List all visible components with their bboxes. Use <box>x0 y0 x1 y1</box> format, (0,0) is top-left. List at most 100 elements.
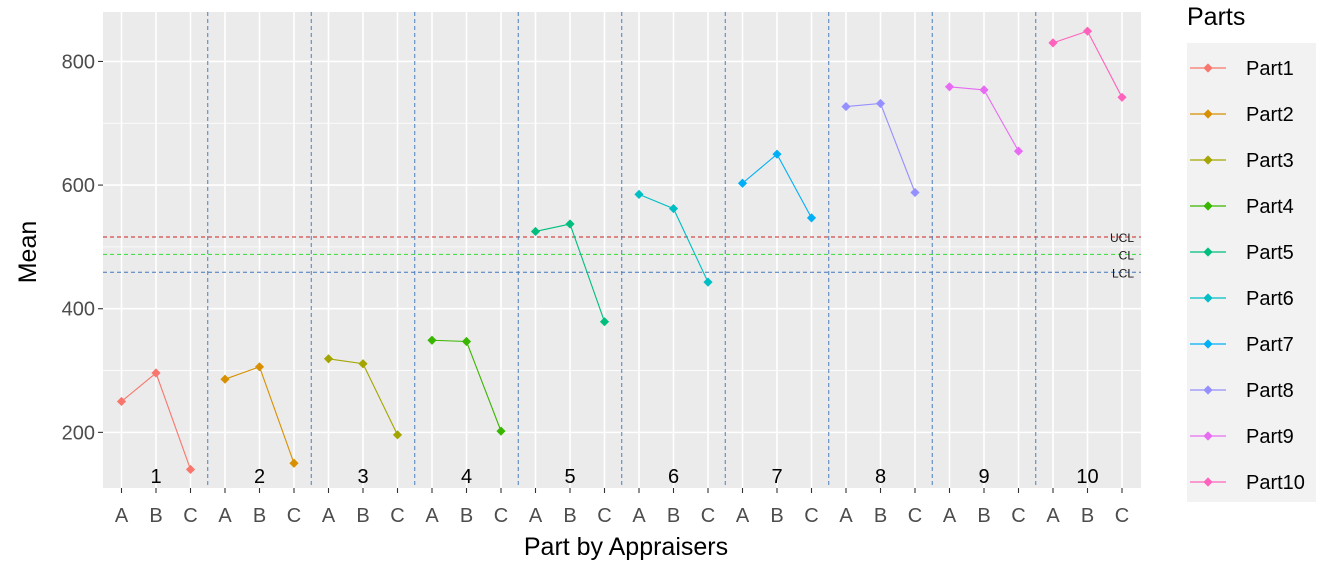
legend-key-part5 <box>1203 247 1213 257</box>
legend-label: Part2 <box>1246 104 1294 126</box>
x-tick-label: B <box>460 505 473 527</box>
data-point-part1 <box>151 368 161 378</box>
y-tick-label: 200 <box>62 422 95 444</box>
x-tick-label: C <box>183 505 197 527</box>
group-label: 1 <box>150 466 161 488</box>
x-tick-label: C <box>1011 505 1025 527</box>
group-separators-layer <box>207 12 1037 488</box>
data-point-part4 <box>461 336 472 347</box>
group-labels-layer: 1 2 3 4 5 6 7 8 9 10 <box>150 466 1098 488</box>
control-label-cl: CL <box>1119 248 1135 262</box>
legend-key-part3 <box>1203 155 1213 165</box>
data-point-part9 <box>944 82 955 92</box>
x-tick-label: A <box>322 505 336 527</box>
x-tick-label: B <box>977 505 990 527</box>
data-point-part2 <box>220 374 230 384</box>
legend-key-part4 <box>1203 201 1213 211</box>
data-point-part7 <box>772 149 782 159</box>
data-point-part5 <box>599 317 610 327</box>
data-point-part8 <box>875 98 886 109</box>
y-axis-title: Mean <box>14 221 42 284</box>
legend-label: Part6 <box>1246 288 1294 310</box>
legend-key-part9 <box>1203 431 1213 441</box>
data-point-part9 <box>979 85 989 95</box>
group-label: 10 <box>1076 466 1098 488</box>
x-tick-label: A <box>943 505 957 527</box>
control-label-lcl: LCL <box>1112 266 1134 280</box>
legend-label: Part7 <box>1246 334 1294 356</box>
legend-key-part1 <box>1203 63 1213 73</box>
legend-key-background <box>1187 43 1316 502</box>
group-label: 3 <box>357 466 368 488</box>
x-tick-label: B <box>563 505 576 527</box>
x-tick-label: A <box>1046 505 1060 527</box>
group-label: 5 <box>564 466 575 488</box>
x-tick-label: A <box>529 505 543 527</box>
legend-key-part6 <box>1203 293 1213 303</box>
x-tick-label: A <box>736 505 750 527</box>
x-tick-label: B <box>1081 505 1094 527</box>
data-point-part1 <box>116 396 127 407</box>
legend-label: Part9 <box>1246 426 1294 448</box>
y-tick-label: 800 <box>62 51 95 73</box>
data-point-part3 <box>323 354 334 364</box>
x-tick-label: C <box>287 505 301 527</box>
x-tick-label: C <box>390 505 404 527</box>
legend-label: Part10 <box>1246 472 1305 494</box>
data-point-part7 <box>806 213 817 223</box>
x-tick-label: C <box>804 505 818 527</box>
legend-label: Part4 <box>1246 196 1294 218</box>
group-label: 6 <box>668 466 679 488</box>
legend-key-part10 <box>1203 477 1213 487</box>
legend-title: Parts <box>1187 3 1245 31</box>
data-point-part1 <box>185 464 196 475</box>
legend-label: Part1 <box>1246 58 1294 80</box>
data-point-part5 <box>530 226 541 237</box>
x-tick-label: A <box>632 505 646 527</box>
x-tick-label: A <box>218 505 232 527</box>
x-tick-label: B <box>356 505 369 527</box>
x-tick-label: C <box>1115 505 1129 527</box>
data-point-part3 <box>358 359 368 369</box>
group-label: 7 <box>771 466 782 488</box>
x-tick-label: B <box>149 505 162 527</box>
y-tick-label: 600 <box>62 175 95 197</box>
x-tick-label: B <box>253 505 266 527</box>
data-point-part4 <box>496 426 506 436</box>
x-tick-label: B <box>770 505 783 527</box>
x-tick-label: B <box>667 505 680 527</box>
data-point-part8 <box>841 101 851 112</box>
data-point-part2 <box>254 362 265 372</box>
group-label: 2 <box>254 466 265 488</box>
x-tick-label: A <box>839 505 853 527</box>
x-tick-label: C <box>597 505 611 527</box>
control-label-ucl: UCL <box>1110 231 1134 245</box>
legend: Parts Part1 Part2 Part3 Part4 Part5 Part6 Part… <box>1187 3 1316 502</box>
y-tick-label: 400 <box>62 299 95 321</box>
series-layer <box>116 26 1127 475</box>
x-tick-label: A <box>425 505 439 527</box>
data-point-part10 <box>1048 38 1058 48</box>
group-label: 8 <box>875 466 886 488</box>
data-point-part10 <box>1082 26 1093 36</box>
data-point-part9 <box>1013 146 1024 156</box>
data-point-part6 <box>703 277 713 287</box>
data-point-part5 <box>565 219 575 229</box>
x-axis-title: Part by Appraisers <box>524 533 728 561</box>
data-point-part8 <box>910 187 920 198</box>
legend-label: Part3 <box>1246 150 1294 172</box>
data-point-part4 <box>427 335 437 345</box>
legend-key-part2 <box>1203 109 1213 119</box>
data-point-part6 <box>668 203 679 214</box>
group-label: 9 <box>978 466 989 488</box>
data-point-part7 <box>737 178 748 188</box>
data-point-part6 <box>634 189 644 199</box>
grid-layer <box>103 12 1141 488</box>
x-tick-label: A <box>115 505 129 527</box>
legend-key-part8 <box>1203 385 1213 395</box>
legend-key-part7 <box>1203 339 1213 349</box>
x-tick-label: C <box>494 505 508 527</box>
